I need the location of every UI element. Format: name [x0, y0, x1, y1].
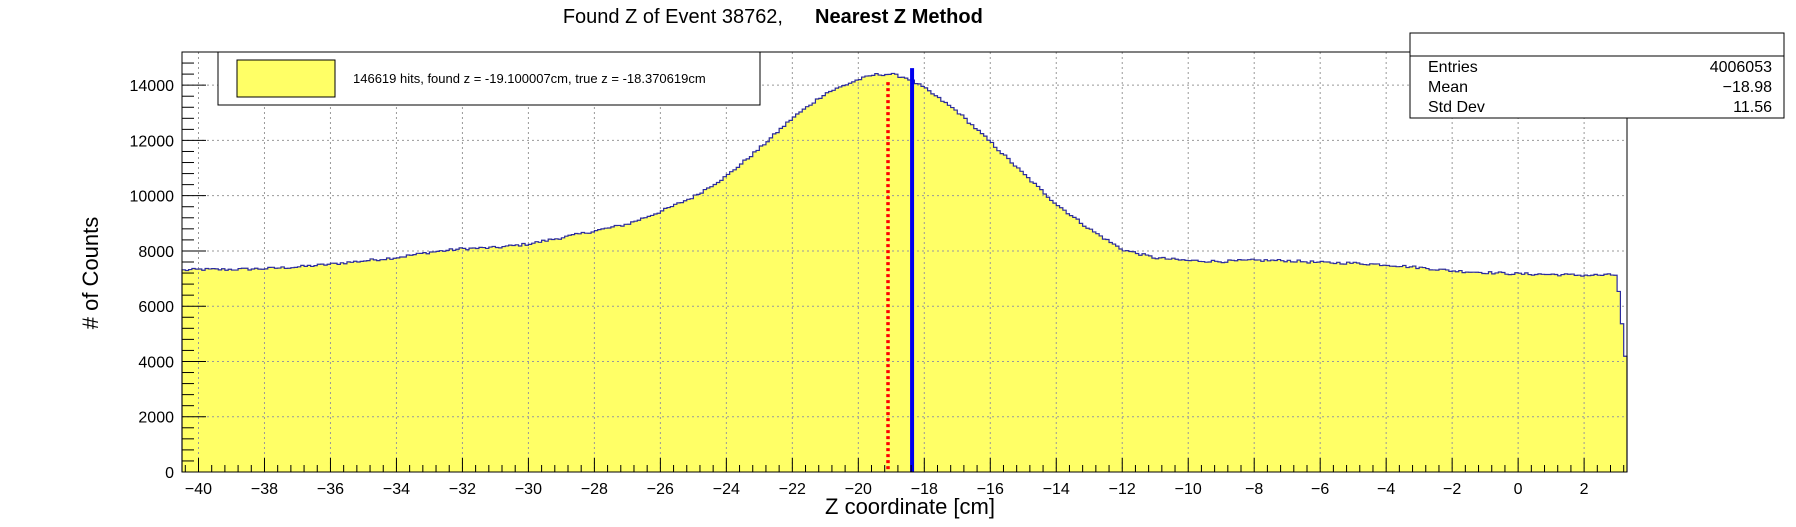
- y-tick-label: 12000: [130, 133, 175, 150]
- stats-mean-label: Mean: [1428, 79, 1468, 96]
- x-tick-label: −24: [713, 481, 740, 498]
- histogram-fill-group: [182, 73, 1627, 473]
- x-tick-label: −8: [1245, 481, 1263, 498]
- x-axis: −40 −38 −36 −34 −32 −30 −28 −26 −24 −22 −20 −18 −16−…: [184, 458, 1625, 498]
- x-tick-label: −26: [647, 481, 674, 498]
- x-tick-label: 0: [1514, 481, 1523, 498]
- stats-entries-value: 4006053: [1710, 59, 1772, 76]
- x-tick-label: −38: [251, 481, 278, 498]
- x-tick-label: −30: [515, 481, 542, 498]
- stats-stddev-label: Std Dev: [1428, 99, 1485, 116]
- chart-title-prefix: Found Z of Event 38762,: [563, 6, 783, 28]
- histogram-fill: [182, 73, 1627, 473]
- y-tick-label: 14000: [130, 78, 175, 95]
- x-tick-label: −12: [1109, 481, 1136, 498]
- x-tick-label: −32: [449, 481, 476, 498]
- x-tick-label: −2: [1443, 481, 1461, 498]
- y-axis-label: # of Counts: [78, 217, 103, 330]
- x-tick-label: −4: [1377, 481, 1395, 498]
- stats-box: Entries 4006053 Mean −18.98 Std Dev 11.5…: [1409, 32, 1785, 119]
- stats-mean-value: −18.98: [1723, 79, 1772, 96]
- y-tick-label: 8000: [138, 244, 174, 261]
- x-tick-label: 2: [1580, 481, 1589, 498]
- x-tick-label: −34: [383, 481, 410, 498]
- y-tick-label: 6000: [138, 299, 174, 316]
- chart-title-method: Nearest Z Method: [815, 6, 983, 28]
- y-tick-label: 4000: [138, 354, 174, 371]
- x-tick-label: −28: [581, 481, 608, 498]
- x-tick-label: −10: [1175, 481, 1202, 498]
- x-tick-label: −14: [1043, 481, 1070, 498]
- stats-stddev-value: 11.56: [1733, 99, 1772, 116]
- x-tick-label: −40: [185, 481, 212, 498]
- x-tick-label: −18: [911, 481, 938, 498]
- x-tick-label: −36: [317, 481, 344, 498]
- legend-entry-label: 146619 hits, found z = -19.100007cm, tru…: [353, 71, 706, 86]
- stats-box-frame: [1409, 32, 1785, 119]
- y-tick-label: 2000: [138, 410, 174, 427]
- x-tick-label: −22: [779, 481, 806, 498]
- y-tick-label: 0: [165, 465, 174, 482]
- histogram-outline-group: [181, 72, 1628, 472]
- x-tick-label: −20: [845, 481, 872, 498]
- legend-swatch: [236, 59, 336, 98]
- y-tick-label: 10000: [130, 189, 175, 206]
- legend: 146619 hits, found z = -19.100007cm, tru…: [217, 51, 761, 106]
- stats-entries-label: Entries: [1428, 59, 1478, 76]
- x-tick-label: −16: [977, 481, 1004, 498]
- x-tick-label: −6: [1311, 481, 1329, 498]
- x-axis-label: Z coordinate [cm]: [825, 494, 995, 519]
- marker-layer: [886, 68, 915, 472]
- histogram-outline: [181, 72, 1628, 472]
- y-axis: 0 2000 4000 6000 8000 10000 12000 14000: [130, 51, 206, 482]
